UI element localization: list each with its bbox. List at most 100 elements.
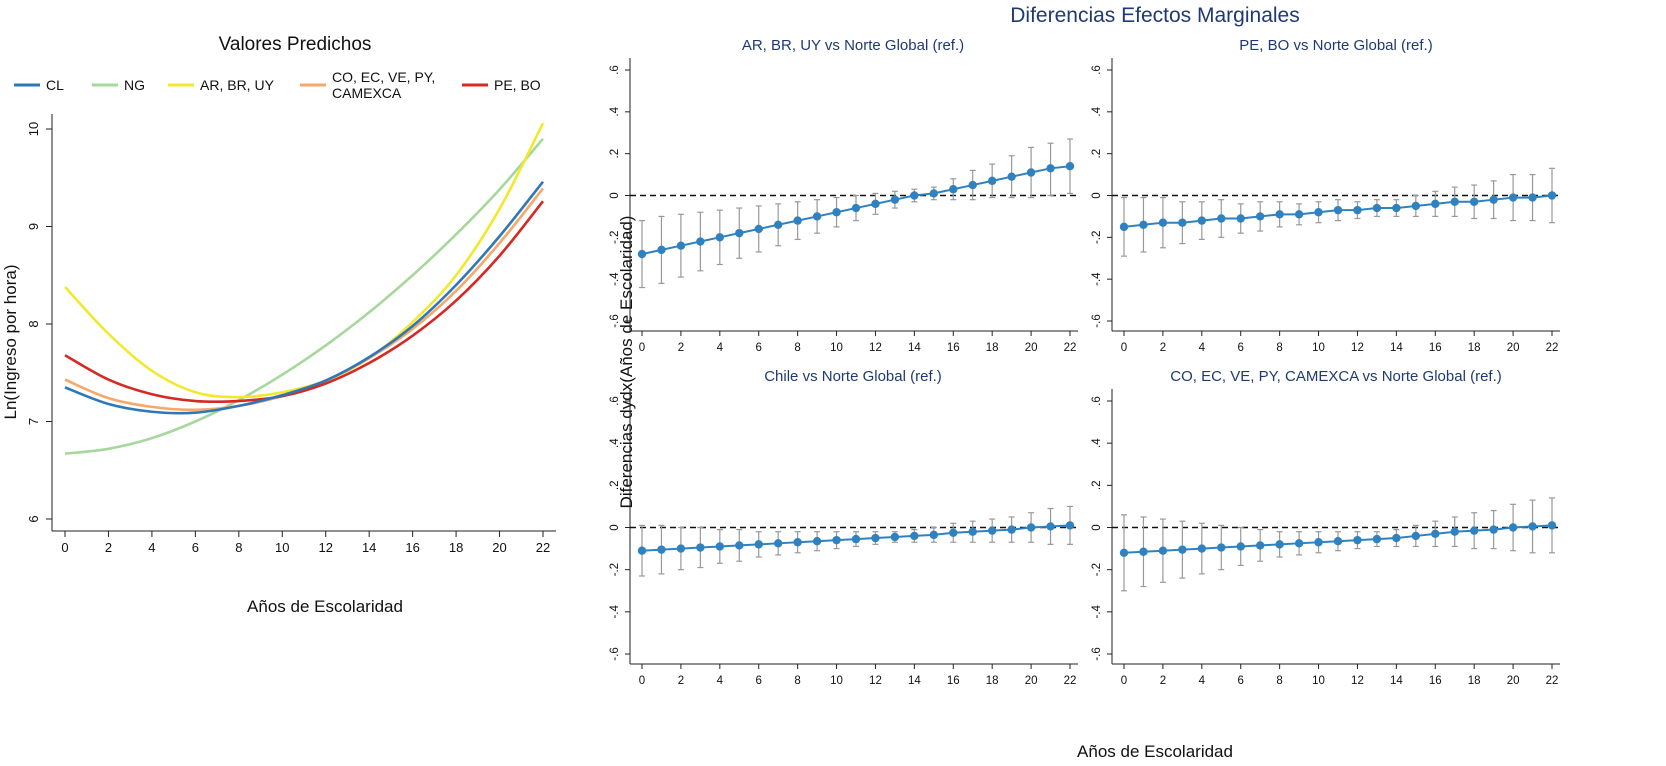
panel-x-tick-label: 8 bbox=[1276, 342, 1282, 354]
estimate-point bbox=[715, 542, 725, 551]
estimate-point bbox=[1026, 168, 1036, 177]
panel-y-tick-label: .6 bbox=[609, 65, 621, 75]
estimate-point bbox=[1411, 201, 1421, 211]
estimate-point bbox=[696, 237, 705, 246]
panel-x-tick-label: 12 bbox=[869, 342, 882, 354]
panel-y-tick-label: .6 bbox=[1091, 396, 1103, 406]
panel-x-tick-label: 10 bbox=[1312, 675, 1325, 687]
panel-y-tick-label: .4 bbox=[1091, 438, 1103, 448]
panel-x-tick-label: 10 bbox=[830, 675, 843, 687]
estimate-point bbox=[1392, 533, 1401, 543]
estimate-point bbox=[1489, 195, 1498, 204]
panel-y-tick-label: 0 bbox=[609, 192, 621, 198]
panel-y-tick-label: 0 bbox=[609, 524, 621, 530]
left-x-tick-label: 4 bbox=[148, 540, 155, 555]
panel-x-tick-label: 20 bbox=[1025, 342, 1038, 354]
estimate-point bbox=[890, 532, 900, 542]
estimate-point bbox=[1333, 537, 1343, 546]
panel-y-tick-label: -.2 bbox=[1091, 563, 1103, 576]
estimate-point bbox=[657, 545, 666, 554]
panel-x-tick-label: 20 bbox=[1025, 675, 1038, 687]
panel-title: PE, BO vs Norte Global (ref.) bbox=[1239, 37, 1432, 54]
panel-title: Chile vs Norte Global (ref.) bbox=[764, 368, 942, 385]
estimate-point bbox=[676, 544, 686, 553]
panel-x-tick-label: 6 bbox=[1238, 675, 1244, 687]
left-y-tick-label: 10 bbox=[26, 122, 41, 136]
left-y-tick-label: 7 bbox=[26, 418, 41, 425]
left-x-tick-label: 10 bbox=[275, 540, 289, 555]
estimate-point bbox=[754, 224, 763, 234]
estimate-point bbox=[696, 543, 705, 552]
panel-x-tick-label: 16 bbox=[947, 675, 960, 687]
left-line-chart: 6 7 8 9 10 0 2 4 6 8 10 12 14 16 18 20 22 bbox=[26, 114, 556, 555]
panel-x-tick-label: 8 bbox=[794, 675, 800, 687]
estimate-point bbox=[1392, 203, 1401, 213]
panel-x-tick-label: 6 bbox=[756, 342, 762, 354]
estimate-point bbox=[715, 233, 725, 242]
estimate-point bbox=[871, 533, 880, 543]
panel-y-tick-label: -.4 bbox=[1091, 605, 1103, 619]
series-line-1 bbox=[64, 137, 544, 455]
estimate-point bbox=[1450, 527, 1459, 536]
panel-x-tick-label: 10 bbox=[830, 342, 843, 354]
estimate-point bbox=[1007, 172, 1016, 181]
estimate-point bbox=[1007, 525, 1016, 534]
panel-y-tick-label: -.2 bbox=[1091, 231, 1103, 244]
legend-label-line: CAMEXCA bbox=[332, 85, 402, 101]
estimate-point bbox=[1119, 222, 1129, 232]
panel-x-tick-label: 0 bbox=[639, 675, 645, 687]
panel-x-tick-label: 18 bbox=[986, 675, 999, 687]
estimate-point bbox=[1294, 210, 1304, 219]
legend-label-2: AR, BR, UY bbox=[200, 77, 275, 93]
panel-x-tick-label: 14 bbox=[1390, 342, 1403, 354]
estimate-point bbox=[929, 530, 939, 540]
estimate-point bbox=[1178, 218, 1187, 227]
estimate-point bbox=[1119, 548, 1129, 557]
estimate-point bbox=[1255, 212, 1265, 221]
left-y-tick-label: 6 bbox=[26, 515, 41, 522]
left-x-tick-label: 0 bbox=[61, 540, 68, 555]
panel-x-tick-label: 2 bbox=[1160, 342, 1166, 354]
panel-x-tick-label: 0 bbox=[1121, 342, 1127, 354]
left-x-tick-label: 6 bbox=[192, 540, 199, 555]
estimate-point bbox=[1547, 521, 1557, 530]
left-x-tick-label: 20 bbox=[492, 540, 506, 555]
panel-y-tick-label: -.2 bbox=[609, 231, 621, 244]
left-x-tick-label: 22 bbox=[536, 540, 550, 555]
estimate-point bbox=[676, 241, 686, 250]
estimate-point bbox=[637, 546, 647, 555]
series-line-2 bbox=[64, 122, 545, 399]
estimate-point bbox=[1508, 523, 1518, 532]
estimate-point bbox=[1236, 214, 1245, 223]
estimate-point bbox=[949, 185, 958, 194]
estimate-point bbox=[1294, 539, 1304, 548]
estimate-point bbox=[793, 538, 802, 547]
right-y-axis-title: Diferencias dydx(Años de Escolaridad) bbox=[617, 216, 636, 509]
estimate-point bbox=[1197, 544, 1207, 553]
left-x-tick-label: 2 bbox=[105, 540, 112, 555]
panel-x-tick-label: 4 bbox=[717, 342, 724, 354]
estimate-point bbox=[657, 245, 666, 255]
panel-title: AR, BR, UY vs Norte Global (ref.) bbox=[742, 37, 964, 54]
estimate-point bbox=[1489, 525, 1498, 534]
estimate-point bbox=[1431, 529, 1440, 539]
panel-y-tick-label: -.6 bbox=[1091, 647, 1103, 660]
panel-x-tick-label: 22 bbox=[1064, 342, 1077, 354]
panel-x-tick-label: 12 bbox=[869, 675, 882, 687]
estimate-point bbox=[735, 228, 744, 238]
left-x-tick-label: 16 bbox=[405, 540, 419, 555]
panel-y-tick-label: .2 bbox=[1091, 481, 1103, 491]
panel-x-tick-label: 4 bbox=[1199, 342, 1206, 354]
panel-x-tick-label: 4 bbox=[717, 675, 724, 687]
estimate-point bbox=[910, 191, 919, 200]
estimate-point bbox=[1372, 534, 1382, 544]
panel-y-tick-label: .4 bbox=[609, 438, 621, 448]
panel-x-tick-label: 10 bbox=[1312, 342, 1325, 354]
panel-x-tick-label: 12 bbox=[1351, 675, 1364, 687]
estimate-point bbox=[1314, 538, 1323, 547]
panel-x-tick-label: 8 bbox=[1276, 675, 1282, 687]
panel-y-tick-label: .2 bbox=[609, 481, 621, 491]
estimate-point bbox=[1333, 205, 1343, 215]
panel-x-tick-label: 8 bbox=[794, 342, 800, 354]
estimate-point bbox=[1217, 214, 1226, 223]
